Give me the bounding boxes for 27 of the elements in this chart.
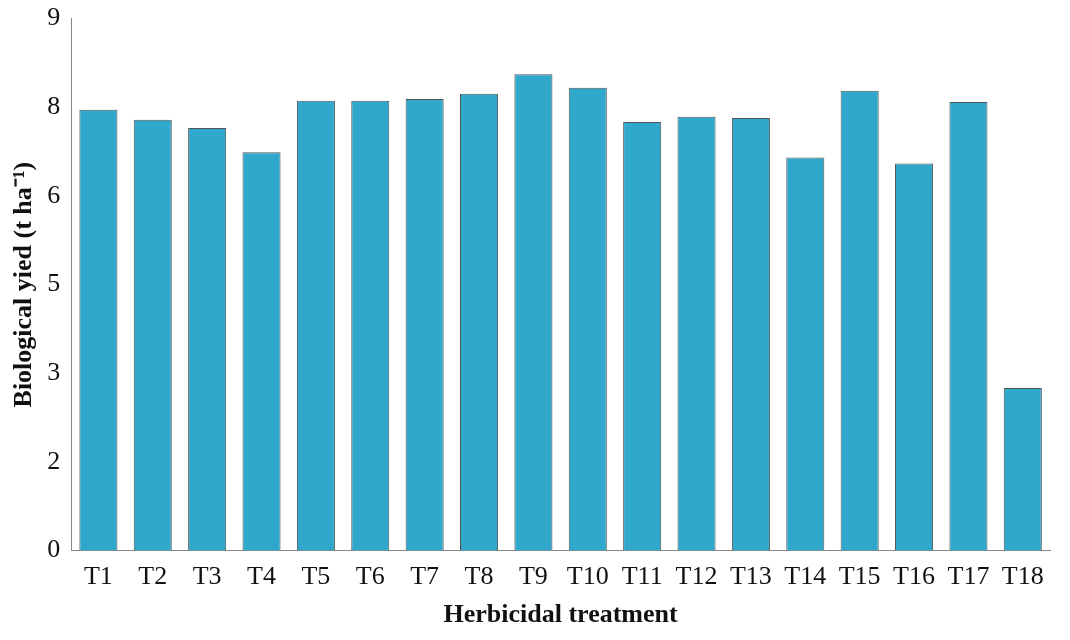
x-tick-label: T13 <box>729 561 772 591</box>
y-axis-title: Biological yied (t ha⁻¹) <box>8 161 38 408</box>
x-tick-label: T9 <box>518 561 548 591</box>
y-tick-label: 9 <box>47 2 61 32</box>
x-tick-label: T6 <box>355 561 385 591</box>
y-tick-label: 3 <box>47 357 61 387</box>
x-tick-label: T2 <box>138 561 168 591</box>
x-tick-label: T3 <box>192 561 222 591</box>
x-tick-label: T5 <box>301 561 331 591</box>
x-tick-label: T16 <box>893 561 935 591</box>
x-tick-label: T10 <box>566 561 609 591</box>
y-tick-label: 5 <box>47 268 61 298</box>
x-tick-label: T12 <box>675 561 718 591</box>
x-tick-label: T17 <box>947 561 990 591</box>
x-tick-label: T18 <box>1001 561 1044 591</box>
x-tick-label: T4 <box>247 561 276 591</box>
x-tick-label: T14 <box>784 561 827 591</box>
x-tick-label: T1 <box>83 561 113 591</box>
y-tick-label: 8 <box>47 91 61 121</box>
x-axis-title: Herbicidal treatment <box>443 599 679 629</box>
y-tick-label: 6 <box>47 179 61 209</box>
x-tick-label: T7 <box>410 561 440 591</box>
y-tick-label: 2 <box>47 445 61 475</box>
y-tick-label: 0 <box>47 534 61 564</box>
x-tick-label: T8 <box>464 561 494 591</box>
x-tick-label: T15 <box>838 561 881 591</box>
x-tick-label: T11 <box>621 561 663 591</box>
